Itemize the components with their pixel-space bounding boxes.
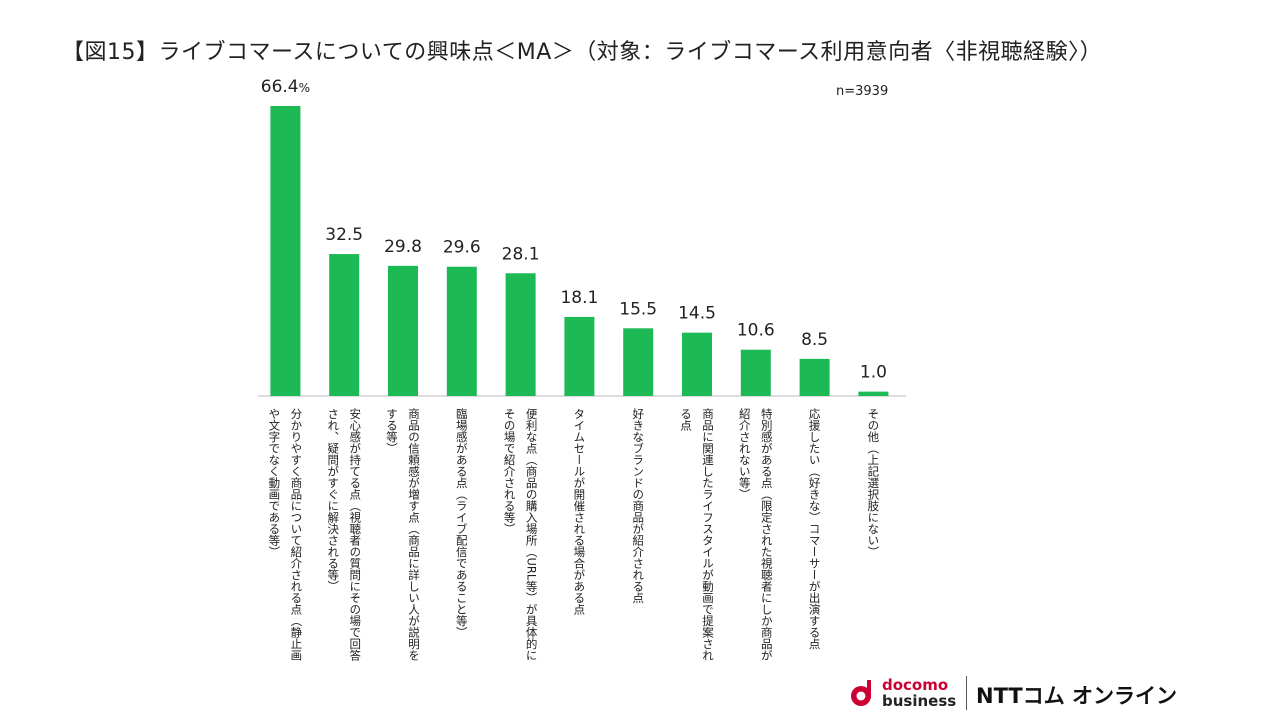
category-label-10: 応援したい（好きな）コマーサーが出演する点	[807, 408, 822, 650]
value-label-8: 14.5	[678, 304, 716, 324]
value-label-11: 1.0	[860, 363, 887, 383]
value-label-9: 10.6	[737, 321, 775, 341]
bar-11	[858, 391, 889, 396]
category-label-6: タイムセールが開催される場合がある点	[572, 408, 587, 615]
value-label-2: 32.5	[325, 225, 363, 245]
bar-1	[270, 106, 301, 396]
category-label-11: その他（上記選択肢にない）	[866, 408, 881, 558]
value-label-7: 15.5	[619, 299, 657, 319]
logo-divider	[966, 676, 967, 710]
category-label-7: 好きなブランドの商品が紹介される点	[631, 408, 646, 604]
docomo-d-icon	[851, 680, 871, 706]
category-label-1: 分かりやすく商品について紹介される点（静止画 や文字でなく動画である等）	[267, 408, 304, 661]
percent-sign: %	[299, 81, 310, 95]
company-logo: docomo business NTTコム オンライン	[848, 672, 1178, 712]
bar-5	[505, 273, 536, 396]
value-label-5: 28.1	[502, 244, 540, 264]
bar-4	[446, 266, 477, 396]
logo-docomo-text: docomo	[882, 676, 949, 694]
bar-8	[682, 332, 712, 396]
bar-6	[564, 316, 595, 396]
value-label-6: 18.1	[560, 288, 598, 308]
value-label-10: 8.5	[801, 330, 828, 350]
sample-size: n=3939	[836, 84, 889, 99]
bar-10	[799, 358, 830, 396]
value-label-1: 66.4%	[261, 77, 310, 97]
logo-company-text: NTTコム オンライン	[976, 684, 1178, 708]
value-label-3: 29.8	[384, 237, 422, 257]
bar-9	[740, 349, 771, 396]
logo-business-text: business	[882, 692, 957, 710]
category-label-4: 臨場感がある点（ライブ配信であること等）	[454, 408, 469, 638]
category-label-2: 安心感が持てる点（視聴者の質問にその場で回答 され、疑問がすぐに解決される等）	[326, 408, 363, 661]
chart-title: 【図15】ライブコマースについての興味点＜MA＞（対象：ライブコマース利用意向者…	[62, 40, 1103, 65]
category-label-3: 商品の信頼感が増す点（商品に詳しい人が説明を する等）	[385, 408, 421, 661]
category-label-8: 商品に関連したライフスタイルが動画で提案され る点	[679, 408, 715, 661]
bar-3	[388, 265, 418, 396]
bar-7	[623, 328, 654, 396]
bar-2	[329, 254, 360, 396]
category-label-9: 特別感がある点（限定された視聴者にしか商品が 紹介されない等）	[737, 408, 774, 661]
category-label-5: 便利な点（商品の購入場所（URL等）が具体的に その場で紹介される等）	[502, 408, 539, 661]
value-label-4: 29.6	[443, 238, 481, 258]
